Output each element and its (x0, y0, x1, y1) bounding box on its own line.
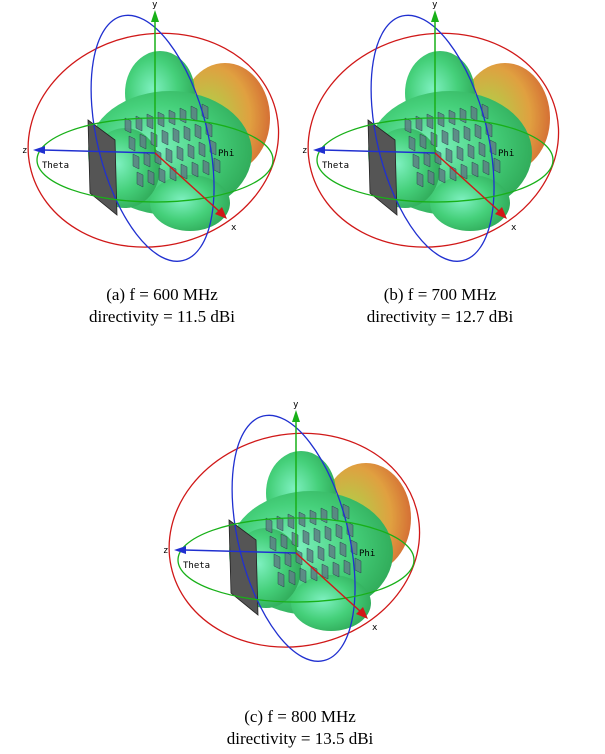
axis-label: x (511, 223, 517, 233)
figure: y z x Theta Phi (a) f = 600 MHz directivity = … (0, 0, 605, 754)
lobe (430, 175, 510, 231)
axis-label: Phi (498, 149, 514, 159)
caption: (a) f = 600 MHz (106, 285, 218, 304)
axis-label: x (372, 623, 378, 633)
caption: (b) f = 700 MHz (384, 285, 497, 304)
axis-label: y (152, 0, 158, 10)
axis-label: y (432, 0, 438, 10)
caption: directivity = 12.7 dBi (367, 307, 514, 326)
axis-label: Theta (42, 161, 69, 171)
axis-label: Phi (359, 549, 375, 559)
radiation-pattern: y z x Theta Phi (8, 0, 299, 274)
axis-label: y (293, 400, 299, 410)
caption: (c) f = 800 MHz (244, 707, 356, 726)
caption: directivity = 11.5 dBi (89, 307, 235, 326)
axis-label: Phi (218, 149, 234, 159)
arrow (292, 410, 300, 422)
axis-label: Theta (183, 561, 210, 571)
arrow (431, 10, 439, 22)
lobe (291, 575, 371, 631)
caption: directivity = 13.5 dBi (227, 729, 374, 748)
radiation-pattern: y z x Theta Phi (149, 400, 440, 674)
axis-label: z (22, 146, 27, 156)
axis-label: x (231, 223, 237, 233)
axis-label: Theta (322, 161, 349, 171)
radiation-pattern: y z x Theta Phi (288, 0, 579, 274)
lobe (150, 175, 230, 231)
axis-label: z (302, 146, 307, 156)
arrow (151, 10, 159, 22)
axis-label: z (163, 546, 168, 556)
